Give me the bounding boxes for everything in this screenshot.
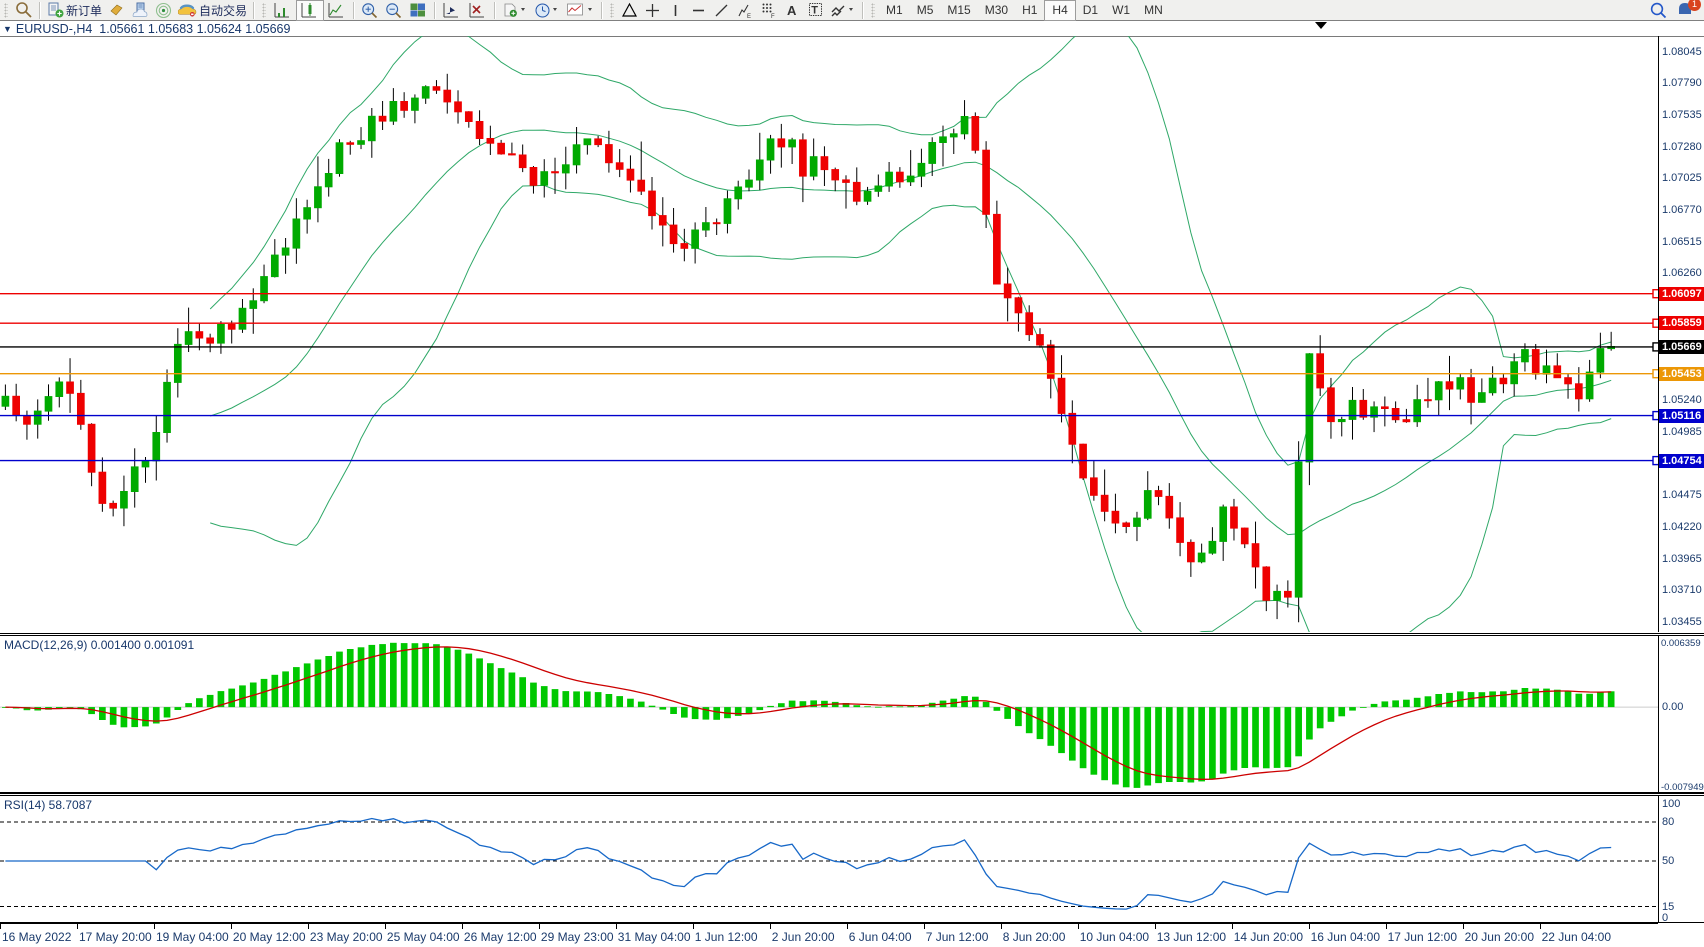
svg-text:A: A bbox=[787, 3, 797, 18]
svg-text:E: E bbox=[747, 14, 751, 19]
svg-text:F: F bbox=[771, 14, 775, 19]
svg-text:T: T bbox=[811, 4, 818, 16]
